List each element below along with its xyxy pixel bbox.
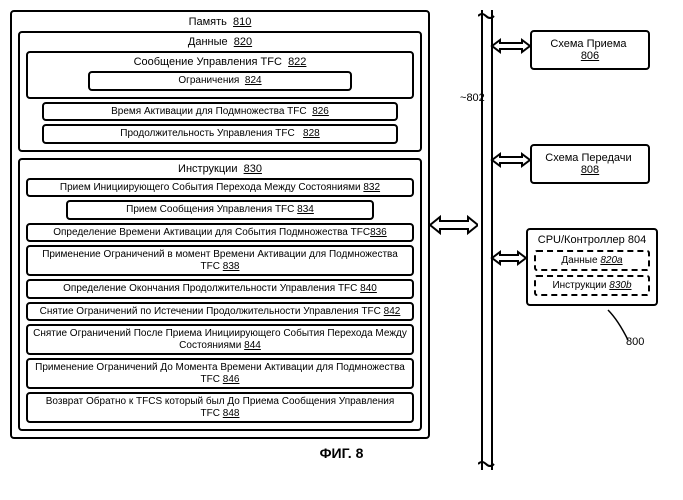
- inst-846-label: Применение Ограничений До Момента Времен…: [35, 362, 405, 385]
- inst-836-label: Определение Времени Активации для Событи…: [53, 227, 370, 238]
- inst-840-label: Определение Окончания Продолжительности …: [63, 283, 357, 294]
- inst-848-ref: 848: [223, 408, 240, 419]
- tfc-msg-ref: 822: [288, 56, 306, 68]
- duration-item: Продолжительность Управления TFC 828: [42, 124, 398, 144]
- activation-time-ref: 826: [312, 106, 329, 117]
- constraints-item: Ограничения 824: [88, 71, 352, 91]
- tfc-msg-title: Сообщение Управления TFC 822: [38, 56, 402, 68]
- constraints-label: Ограничения: [178, 75, 239, 86]
- data-title-label: Данные: [188, 36, 228, 48]
- memory-box: Память 810 Данные 820 Сообщение Управлен…: [10, 10, 430, 439]
- tfc-msg-box: Сообщение Управления TFC 822 Ограничения…: [26, 51, 414, 99]
- data-title: Данные 820: [26, 36, 414, 48]
- inst-836: Определение Времени Активации для Событи…: [26, 223, 414, 243]
- activation-time-item: Время Активации для Подмножества TFC 826: [42, 102, 398, 122]
- cpu-label: CPU/Контроллер: [538, 234, 625, 246]
- inst-848: Возврат Обратно к TFCS который был До Пр…: [26, 392, 414, 423]
- cpu-inst-item: Инструкции 830b: [534, 275, 650, 296]
- inst-836-ref: 836: [370, 227, 387, 238]
- diagram-root: Память 810 Данные 820 Сообщение Управлен…: [10, 10, 673, 439]
- memory-title-ref: 810: [233, 16, 251, 28]
- inst-842-label: Снятие Ограничений по Истечении Продолжи…: [40, 306, 381, 317]
- inst-842-ref: 842: [384, 306, 401, 317]
- cpu-inst-label: Инструкции: [552, 280, 606, 291]
- cpu-title: CPU/Контроллер 804: [534, 234, 650, 246]
- inst-838-ref: 838: [223, 261, 240, 272]
- cpu-data-ref: 820a: [600, 255, 622, 266]
- activation-time-label: Время Активации для Подмножества TFC: [111, 106, 307, 117]
- duration-ref: 828: [303, 128, 320, 139]
- inst-832-ref: 832: [363, 182, 380, 193]
- inst-846: Применение Ограничений До Момента Времен…: [26, 358, 414, 389]
- inst-832: Прием Инициирующего События Перехода Меж…: [26, 178, 414, 198]
- inst-838-label: Применение Ограничений в момент Времени …: [42, 249, 398, 272]
- cpu-data-label: Данные: [561, 255, 597, 266]
- instructions-box: Инструкции 830 Прием Инициирующего Событ…: [18, 158, 422, 432]
- duration-label: Продолжительность Управления TFC: [120, 128, 294, 139]
- tx-label: Схема Передачи: [545, 152, 631, 164]
- bus-column: [430, 10, 478, 439]
- inst-840: Определение Окончания Продолжительности …: [26, 279, 414, 299]
- inst-838: Применение Ограничений в момент Времени …: [26, 245, 414, 276]
- rx-label: Схема Приема: [550, 38, 626, 50]
- instructions-title: Инструкции 830: [26, 163, 414, 175]
- data-box: Данные 820 Сообщение Управления TFC 822 …: [18, 31, 422, 152]
- inst-842: Снятие Ограничений по Истечении Продолжи…: [26, 302, 414, 322]
- right-column: ~802 Схема Приема 806 Схема Передачи 808…: [478, 10, 668, 439]
- constraints-ref: 824: [245, 75, 262, 86]
- inst-848-label: Возврат Обратно к TFCS который был До Пр…: [46, 396, 395, 419]
- tfc-msg-label: Сообщение Управления TFC: [134, 56, 282, 68]
- inst-834-ref: 834: [297, 204, 314, 215]
- cpu-data-item: Данные 820a: [534, 250, 650, 271]
- rx-ref: 806: [581, 50, 599, 62]
- ref-802: ~802: [460, 92, 485, 104]
- rx-box: Схема Приема 806: [530, 30, 650, 70]
- inst-844-label: Снятие Ограничений После Приема Иницииру…: [33, 328, 407, 351]
- tx-ref: 808: [581, 164, 599, 176]
- inst-834: Прием Сообщения Управления TFC 834: [66, 200, 374, 220]
- data-title-ref: 820: [234, 36, 252, 48]
- cpu-ref: 804: [628, 234, 646, 246]
- ref-800: 800: [626, 336, 644, 348]
- tx-box: Схема Передачи 808: [530, 144, 650, 184]
- inst-844: Снятие Ограничений После Приема Иницииру…: [26, 324, 414, 355]
- bus-arrow-icon: [430, 213, 478, 237]
- memory-title: Память 810: [18, 16, 422, 28]
- left-column: Память 810 Данные 820 Сообщение Управлен…: [10, 10, 430, 439]
- cpu-inst-ref: 830b: [609, 280, 631, 291]
- inst-844-ref: 844: [244, 340, 261, 351]
- inst-840-ref: 840: [360, 283, 377, 294]
- instructions-title-ref: 830: [244, 163, 262, 175]
- inst-846-ref: 846: [223, 374, 240, 385]
- cpu-box: CPU/Контроллер 804 Данные 820a Инструкци…: [526, 228, 658, 306]
- instructions-title-label: Инструкции: [178, 163, 237, 175]
- memory-title-label: Память: [189, 16, 227, 28]
- inst-834-label: Прием Сообщения Управления TFC: [126, 204, 294, 215]
- inst-832-label: Прием Инициирующего События Перехода Меж…: [60, 182, 361, 193]
